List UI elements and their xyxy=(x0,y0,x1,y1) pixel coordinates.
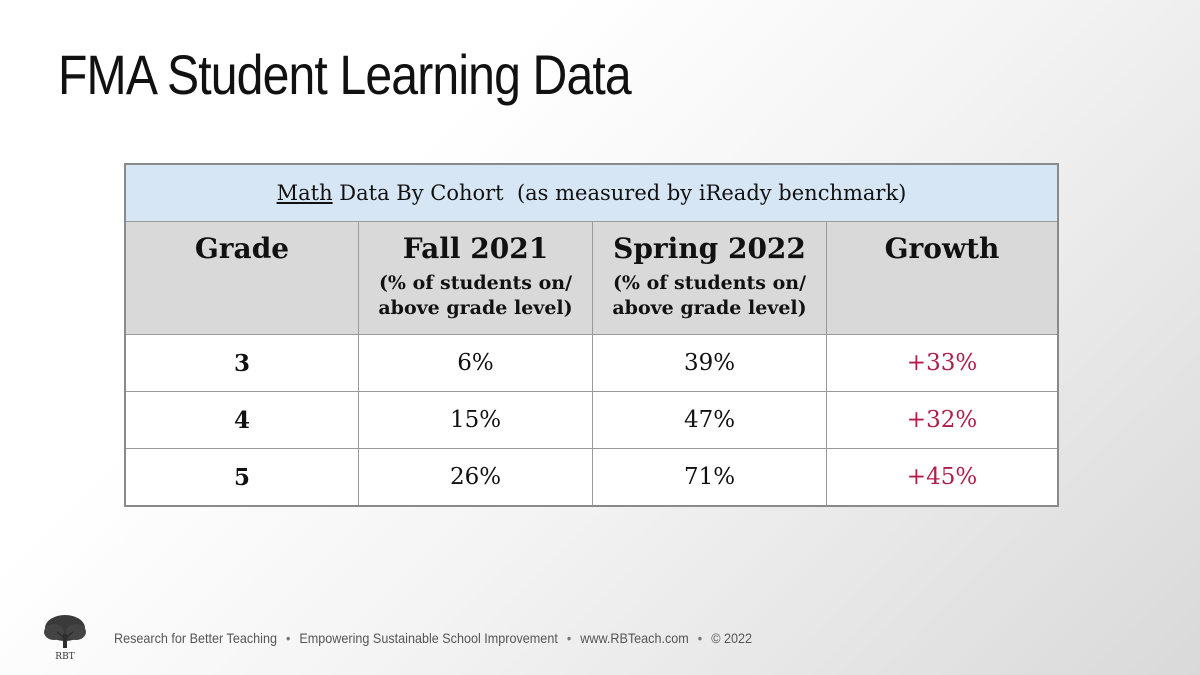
header-grade: Grade xyxy=(124,221,359,335)
logo-text: RBT xyxy=(55,652,74,662)
header-fall-2021: Fall 2021 (% of students on/ above grade… xyxy=(358,221,593,335)
footer-separator: • xyxy=(697,630,703,646)
cell-fall: 15% xyxy=(358,391,593,449)
cell-spring: 39% xyxy=(592,334,827,392)
cell-growth: +33% xyxy=(826,334,1059,392)
cell-fall: 6% xyxy=(358,334,593,392)
cell-growth: +32% xyxy=(826,391,1059,449)
header-growth: Growth xyxy=(826,221,1059,335)
rbt-tree-logo-icon: RBT xyxy=(44,615,86,662)
footer-separator: • xyxy=(566,630,572,646)
header-subtitle-line2: above grade level) xyxy=(378,297,573,319)
footer: RBT Research for Better Teaching • Empower… xyxy=(40,612,800,662)
footer-website: www.RBTeach.com xyxy=(580,630,689,646)
caption-math-underlined: Math xyxy=(276,181,333,205)
cell-spring: 71% xyxy=(592,448,827,507)
cell-spring: 47% xyxy=(592,391,827,449)
header-title: Fall 2021 xyxy=(402,232,549,265)
header-subtitle-line1: (% of students on/ xyxy=(378,272,573,294)
header-spring-2022: Spring 2022 (% of students on/ above gra… xyxy=(592,221,827,335)
header-subtitle-line1: (% of students on/ xyxy=(612,272,807,294)
table-caption: Math Data By Cohort (as measured by iRea… xyxy=(124,163,1059,222)
footer-org: Research for Better Teaching xyxy=(114,630,277,646)
footer-separator: • xyxy=(285,630,291,646)
footer-copyright: © 2022 xyxy=(711,630,753,646)
header-title: Spring 2022 xyxy=(613,232,806,265)
caption-rest: Data By Cohort (as measured by iReady be… xyxy=(332,181,907,205)
cell-grade: 4 xyxy=(124,391,359,449)
footer-tagline: Empowering Sustainable School Improvemen… xyxy=(299,630,558,646)
header-title: Grade xyxy=(194,232,290,265)
table-row: 3 6% 39% +33% xyxy=(124,334,1059,392)
table-header-row: Grade Fall 2021 (% of students on/ above… xyxy=(124,221,1059,335)
cell-fall: 26% xyxy=(358,448,593,507)
header-title: Growth xyxy=(884,232,1000,265)
cell-grade: 3 xyxy=(124,334,359,392)
slide-title: FMA Student Learning Data xyxy=(58,43,632,106)
header-subtitle-line2: above grade level) xyxy=(612,297,807,319)
cell-growth: +45% xyxy=(826,448,1059,507)
cell-grade: 5 xyxy=(124,448,359,507)
footer-text: Research for Better Teaching • Empowering … xyxy=(114,630,752,646)
table-row: 4 15% 47% +32% xyxy=(124,391,1059,449)
table-caption-row: Math Data By Cohort (as measured by iRea… xyxy=(124,163,1059,222)
math-data-table: Math Data By Cohort (as measured by iRea… xyxy=(124,163,1059,507)
table-row: 5 26% 71% +45% xyxy=(124,448,1059,507)
